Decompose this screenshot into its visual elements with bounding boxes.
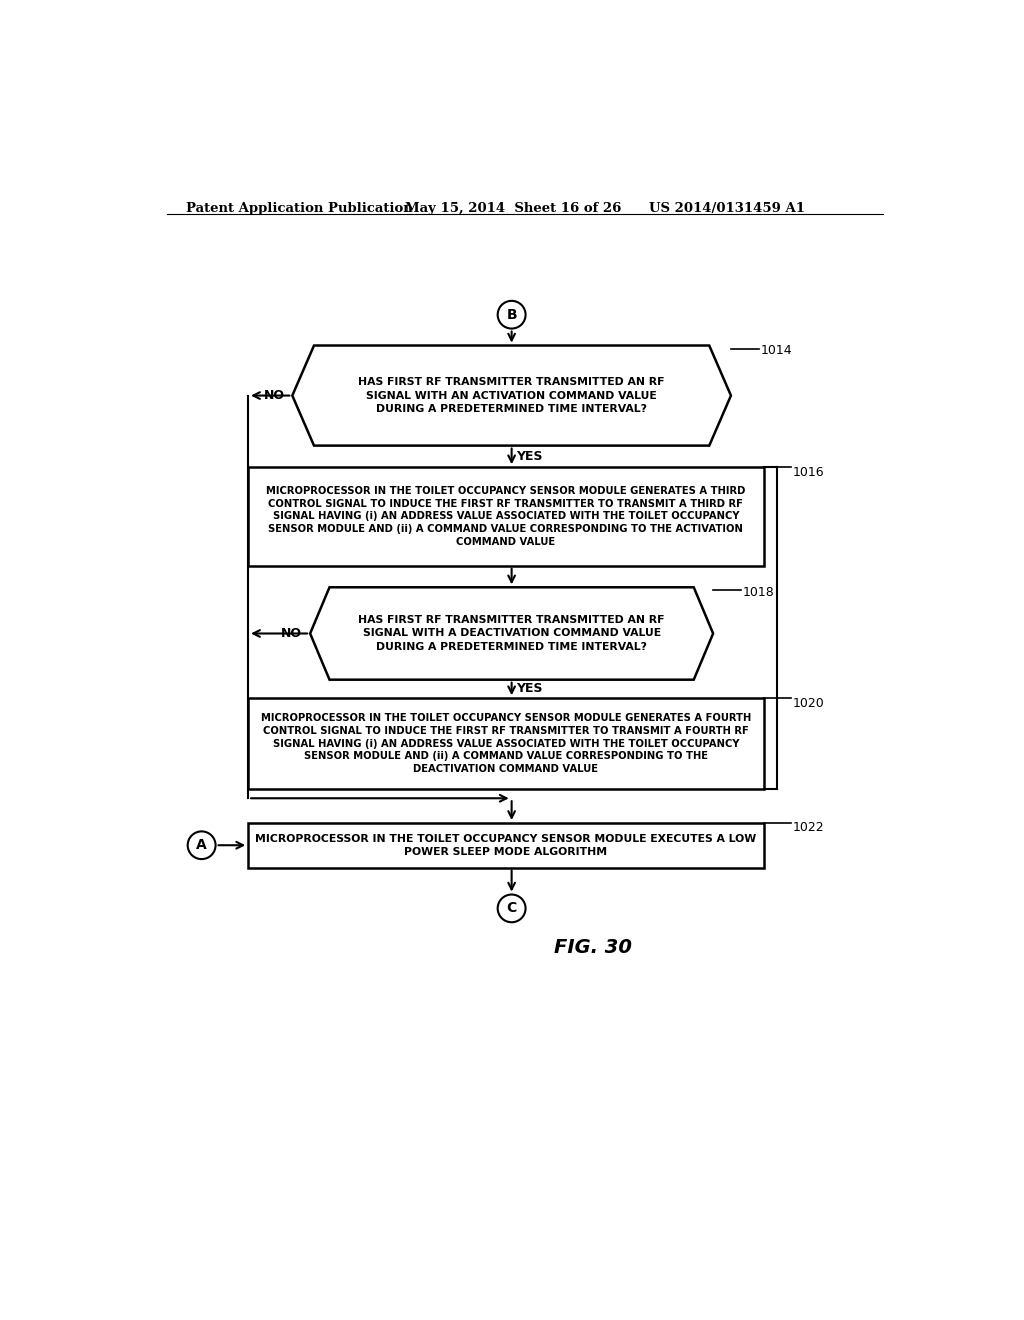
Text: C: C — [507, 902, 517, 915]
Text: YES: YES — [516, 682, 543, 696]
Text: HAS FIRST RF TRANSMITTER TRANSMITTED AN RF
SIGNAL WITH A DEACTIVATION COMMAND VA: HAS FIRST RF TRANSMITTER TRANSMITTED AN … — [358, 615, 665, 652]
Text: US 2014/0131459 A1: US 2014/0131459 A1 — [649, 202, 805, 215]
Text: FIG. 30: FIG. 30 — [554, 937, 632, 957]
Text: May 15, 2014  Sheet 16 of 26: May 15, 2014 Sheet 16 of 26 — [406, 202, 622, 215]
Text: NO: NO — [263, 389, 285, 403]
Text: 1014: 1014 — [761, 345, 792, 356]
Text: Patent Application Publication: Patent Application Publication — [186, 202, 413, 215]
Text: 1016: 1016 — [793, 466, 824, 479]
Text: 1022: 1022 — [793, 821, 824, 834]
Text: 1020: 1020 — [793, 697, 824, 710]
Text: YES: YES — [516, 450, 543, 463]
Text: MICROPROCESSOR IN THE TOILET OCCUPANCY SENSOR MODULE GENERATES A FOURTH
CONTROL : MICROPROCESSOR IN THE TOILET OCCUPANCY S… — [261, 714, 751, 774]
Text: B: B — [506, 308, 517, 322]
Text: 1018: 1018 — [742, 586, 774, 599]
Text: A: A — [197, 838, 207, 853]
Text: MICROPROCESSOR IN THE TOILET OCCUPANCY SENSOR MODULE GENERATES A THIRD
CONTROL S: MICROPROCESSOR IN THE TOILET OCCUPANCY S… — [266, 486, 745, 546]
Text: NO: NO — [282, 627, 302, 640]
Text: MICROPROCESSOR IN THE TOILET OCCUPANCY SENSOR MODULE EXECUTES A LOW
POWER SLEEP : MICROPROCESSOR IN THE TOILET OCCUPANCY S… — [255, 834, 757, 857]
Text: HAS FIRST RF TRANSMITTER TRANSMITTED AN RF
SIGNAL WITH AN ACTIVATION COMMAND VAL: HAS FIRST RF TRANSMITTER TRANSMITTED AN … — [358, 378, 665, 413]
